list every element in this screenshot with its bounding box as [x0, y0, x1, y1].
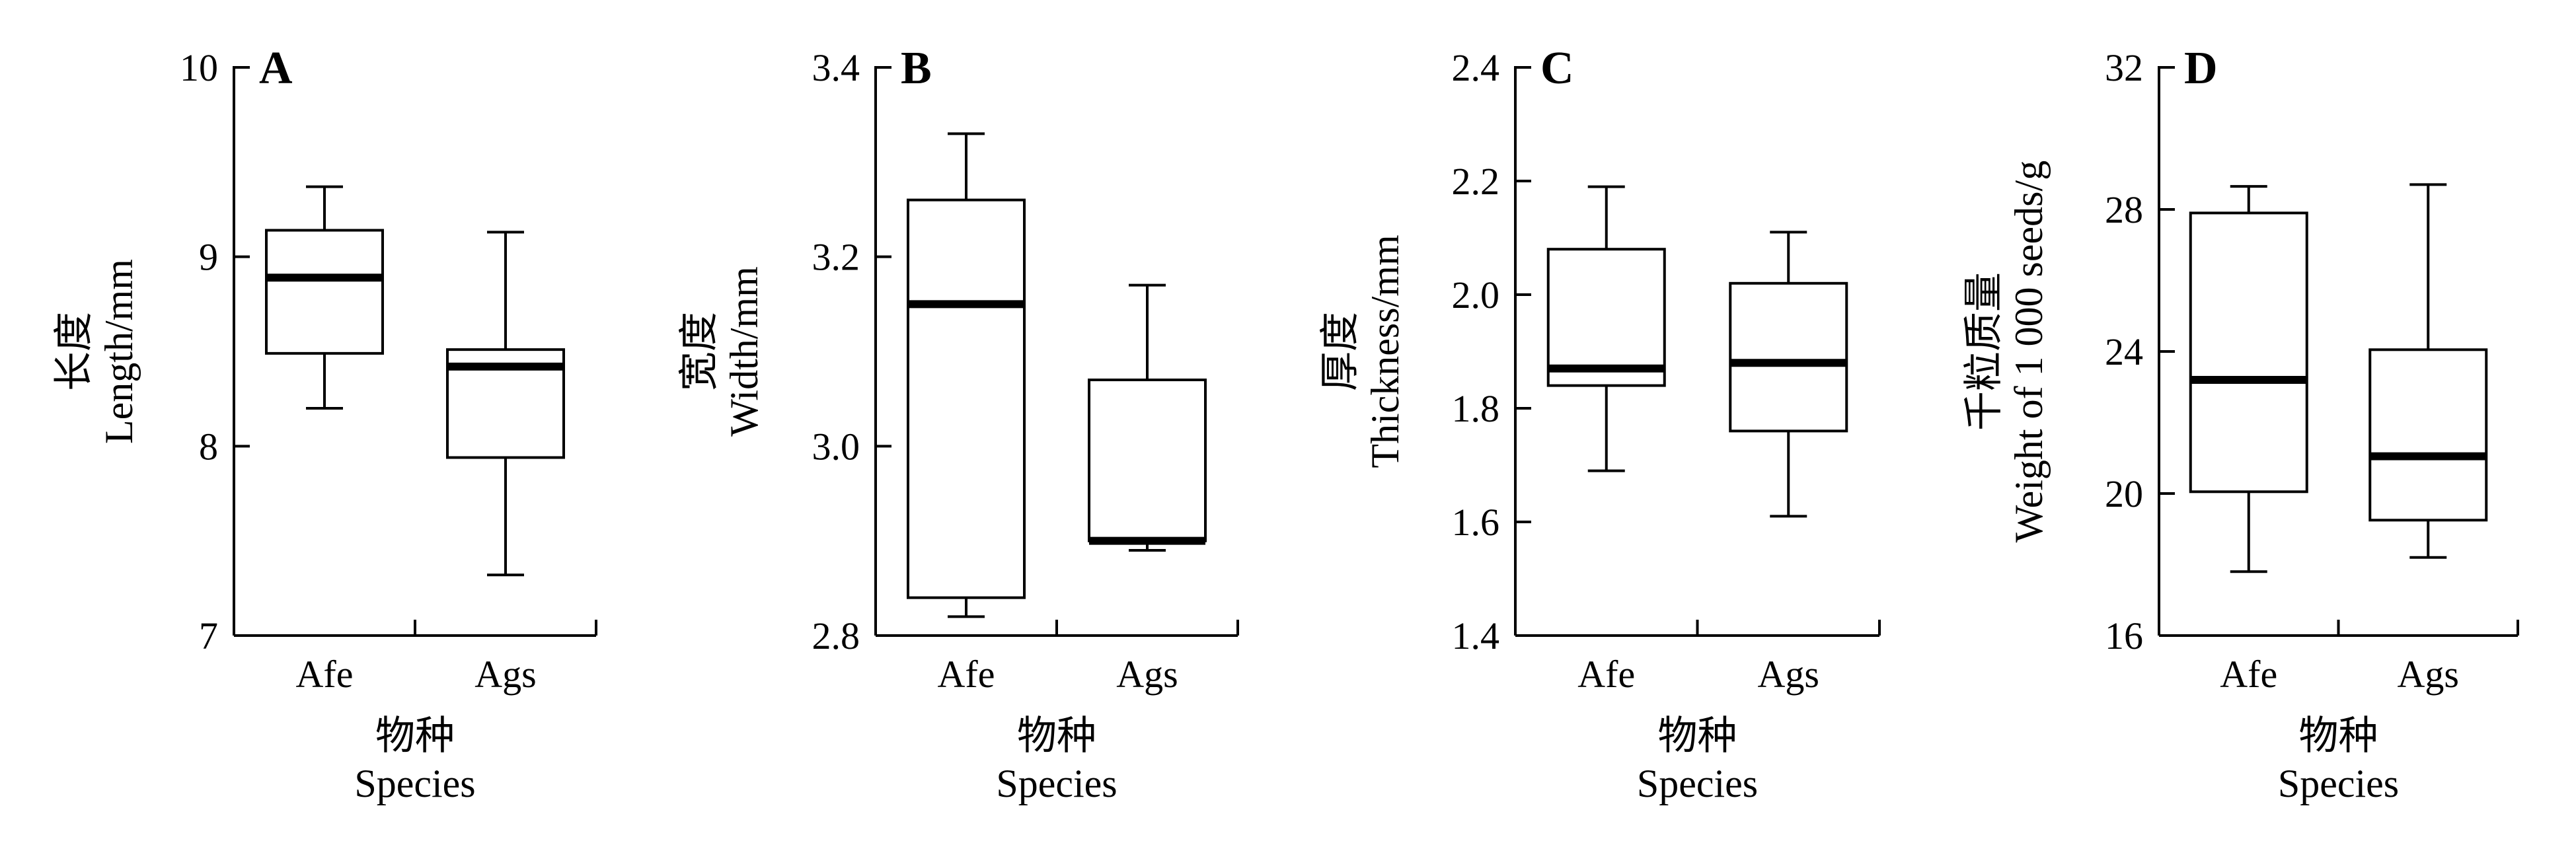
y-tick-label: 3.2 [812, 236, 860, 279]
y-axis-title-cn: 厚度 [1318, 312, 1362, 391]
y-axis-title-en: Weight of 1 000 seeds/g [2007, 161, 2051, 542]
x-axis-title-en: Species [1637, 762, 1758, 805]
panel-letter: B [901, 43, 932, 94]
y-axis-title-cn: 宽度 [677, 312, 721, 391]
x-tick-label: Afe [2220, 653, 2277, 696]
x-tick-label: Afe [296, 653, 354, 696]
panel-letter: C [1540, 43, 1574, 94]
x-tick-label: Ags [1758, 653, 1819, 696]
box-afe [2189, 185, 2308, 573]
iqr-box [265, 229, 384, 355]
y-tick-label: 1.6 [1452, 501, 1500, 544]
panel-letter: A [259, 43, 293, 94]
y-axis-title-en: Length/mm [97, 259, 141, 444]
x-tick-label: Ags [474, 653, 536, 696]
iqr-box [907, 198, 1026, 599]
y-tick-label: 32 [2105, 46, 2143, 89]
y-axis-title-cn: 长度 [52, 312, 96, 391]
box-ags [1729, 231, 1848, 518]
x-tick-label: Ags [1116, 653, 1178, 696]
x-axis-title-cn: 物种 [375, 714, 455, 758]
x-axis-title-cn: 物种 [1658, 714, 1737, 758]
box-afe [265, 185, 384, 410]
y-tick-label: 2.0 [1452, 274, 1500, 316]
x-axis-title-cn: 物种 [1017, 714, 1096, 758]
x-axis-title-en: Species [354, 762, 475, 805]
y-tick-label: 2.8 [812, 614, 860, 657]
y-tick-label: 7 [199, 614, 218, 657]
y-tick-label: 3.4 [812, 46, 860, 89]
y-tick-label: 24 [2105, 330, 2143, 373]
y-axis-title-en: Thickness/mm [1363, 235, 1407, 468]
x-axis-title-en: Species [996, 762, 1117, 805]
x-axis-title-en: Species [2278, 762, 2399, 805]
x-axis-title-cn: 物种 [2299, 714, 2378, 758]
x-tick-label: Afe [938, 653, 995, 696]
iqr-box [2368, 348, 2488, 522]
x-tick-label: Afe [1577, 653, 1635, 696]
box-ags [1088, 283, 1207, 552]
panel-letter: D [2184, 43, 2218, 94]
box-afe [1546, 185, 1666, 472]
y-axis-title-cn: 千粒质量 [1962, 272, 2006, 431]
y-tick-label: 3.0 [812, 425, 860, 468]
y-tick-label: 1.8 [1452, 387, 1500, 430]
iqr-box [2189, 211, 2308, 494]
iqr-box [1546, 248, 1666, 387]
y-tick-label: 10 [180, 46, 218, 89]
box-afe [907, 132, 1026, 618]
box-ags [2368, 183, 2488, 559]
y-tick-label: 28 [2105, 188, 2143, 231]
y-tick-label: 8 [199, 425, 218, 468]
y-tick-label: 2.2 [1452, 160, 1500, 203]
y-axis-title-en: Width/mm [722, 266, 766, 437]
iqr-box [1088, 379, 1207, 542]
y-tick-label: 9 [199, 236, 218, 279]
box-ags [446, 231, 565, 577]
y-tick-label: 2.4 [1452, 46, 1500, 89]
x-tick-label: Ags [2398, 653, 2459, 696]
y-tick-label: 1.4 [1452, 614, 1500, 657]
y-tick-label: 20 [2105, 472, 2143, 515]
y-tick-label: 16 [2105, 614, 2143, 657]
iqr-box [1729, 281, 1848, 433]
